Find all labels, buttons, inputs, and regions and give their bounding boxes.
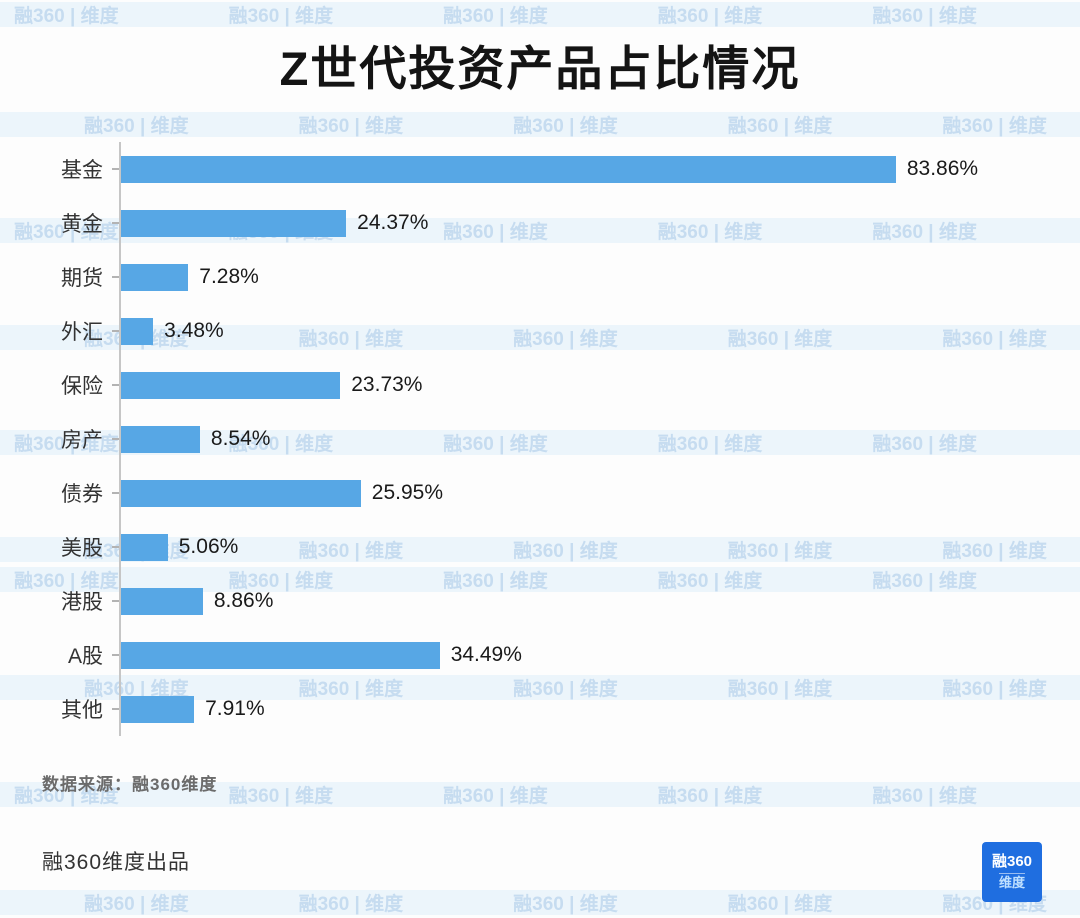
rong360-weidu-logo: 融360 维度 [982, 842, 1042, 902]
bar-row: 保险 23.73% [40, 358, 1062, 412]
value-label: 83.86% [906, 157, 979, 180]
value-label: 24.37% [357, 211, 429, 234]
watermark-text: 融360 | 维度 [657, 6, 763, 27]
plot-area: 25.95% [119, 466, 1062, 520]
watermark-text: 融360 | 维度 [14, 6, 119, 27]
watermark-text: 融360 | 维度 [443, 786, 548, 807]
bar-row: 债券 25.95% [40, 466, 1062, 520]
watermark-text: 融360 | 维度 [942, 116, 1047, 137]
data-source-note: 数据来源：融360维度 [42, 775, 218, 794]
plot-area: 3.48% [119, 304, 1062, 358]
watermark-text: 融360 | 维度 [657, 786, 763, 807]
watermark-text: 融360 | 维度 [513, 116, 618, 137]
value-label: 3.48% [164, 319, 224, 342]
bar-row: 港股 8.86% [40, 574, 1062, 628]
category-label: 外汇 [61, 321, 103, 344]
bar-row: 房产 8.54% [40, 412, 1062, 466]
axis-tick [112, 600, 119, 602]
value-label: 8.86% [213, 589, 274, 612]
axis-tick [112, 330, 119, 332]
bar [121, 479, 361, 507]
watermark-text: 融360 | 维度 [228, 6, 334, 27]
value-label: 34.49% [450, 643, 522, 666]
axis-tick [112, 276, 119, 278]
watermark-band: 融360 | 维度 融360 | 维度 融360 | 维度 融360 | 维度 融360… [0, 112, 1080, 137]
bar [121, 641, 440, 669]
plot-area: 5.06% [119, 520, 1062, 574]
bar-row: 黄金 24.37% [40, 196, 1062, 250]
bar [121, 371, 341, 399]
category-label: 期货 [61, 267, 103, 290]
category-label: 港股 [61, 591, 103, 614]
category-label: 其他 [61, 699, 103, 722]
watermark-band: 融360 | 维度 融360 | 维度 融360 | 维度 融360 | 维度 融360… [0, 2, 1080, 27]
bar-chart: 基金 83.86% 黄金 24.37% 期货 7.28% 外汇 3.48% 保险 [40, 142, 1062, 736]
value-label: 7.28% [199, 265, 259, 288]
bar-row: 基金 83.86% [40, 142, 1062, 196]
value-label: 23.73% [351, 373, 423, 396]
bar [121, 209, 347, 237]
chart-title: Z世代投资产品占比情况 [279, 42, 801, 95]
plot-area: 7.28% [119, 250, 1062, 304]
logo-line1: 融360 [991, 853, 1033, 871]
plot-area: 7.91% [119, 682, 1062, 736]
bar [121, 695, 195, 723]
category-label: 美股 [61, 537, 103, 560]
watermark-text: 融360 | 维度 [298, 116, 404, 137]
axis-tick [112, 708, 119, 710]
watermark-text: 融360 | 维度 [513, 894, 618, 915]
watermark-text: 融360 | 维度 [84, 116, 189, 137]
watermark-band: 融360 | 维度融360 | 维度融360 | 维度融360 | 维度融360… [0, 890, 1080, 915]
axis-tick [112, 546, 119, 548]
category-label: 债券 [61, 483, 103, 506]
bar [121, 155, 896, 183]
bar-row: 期货 7.28% [40, 250, 1062, 304]
watermark-text: 融360 | 维度 [84, 894, 189, 915]
bar [121, 317, 154, 345]
watermark-text: 融360 | 维度 [727, 894, 833, 915]
axis-tick [112, 384, 119, 386]
watermark-text: 融360 | 维度 [727, 116, 833, 137]
axis-tick [112, 492, 119, 494]
value-label: 25.95% [371, 481, 443, 504]
plot-area: 8.86% [119, 574, 1062, 628]
plot-area: 83.86% [119, 142, 1062, 196]
watermark-text: 融360 | 维度 [443, 6, 548, 27]
value-label: 8.54% [210, 427, 271, 450]
category-label: A股 [67, 645, 103, 668]
bar [121, 263, 189, 291]
axis-tick [112, 438, 119, 440]
bar-row: 美股 5.06% [40, 520, 1062, 574]
watermark-text: 融360 | 维度 [872, 786, 977, 807]
watermark-text: 融360 | 维度 [228, 786, 334, 807]
category-label: 保险 [61, 375, 103, 398]
category-label: 房产 [61, 429, 103, 452]
bar [121, 587, 203, 615]
axis-tick [112, 168, 119, 170]
producer-note: 融360维度出品 [42, 851, 191, 874]
plot-area: 24.37% [119, 196, 1062, 250]
bar-rows: 基金 83.86% 黄金 24.37% 期货 7.28% 外汇 3.48% 保险 [40, 142, 1062, 736]
plot-area: 8.54% [119, 412, 1062, 466]
bar-row: A股 34.49% [40, 628, 1062, 682]
logo-line2: 维度 [998, 872, 1025, 890]
bar-row: 外汇 3.48% [40, 304, 1062, 358]
plot-area: 34.49% [119, 628, 1062, 682]
value-label: 5.06% [178, 535, 239, 558]
value-label: 7.91% [205, 697, 265, 720]
bar [121, 425, 200, 453]
watermark-text: 融360 | 维度 [298, 894, 404, 915]
bar [121, 533, 168, 561]
axis-tick [112, 654, 119, 656]
axis-tick [112, 222, 119, 224]
category-label: 黄金 [61, 213, 103, 236]
plot-area: 23.73% [119, 358, 1062, 412]
bar-row: 其他 7.91% [40, 682, 1062, 736]
category-label: 基金 [61, 159, 103, 182]
watermark-text: 融360 | 维度 [872, 6, 977, 27]
